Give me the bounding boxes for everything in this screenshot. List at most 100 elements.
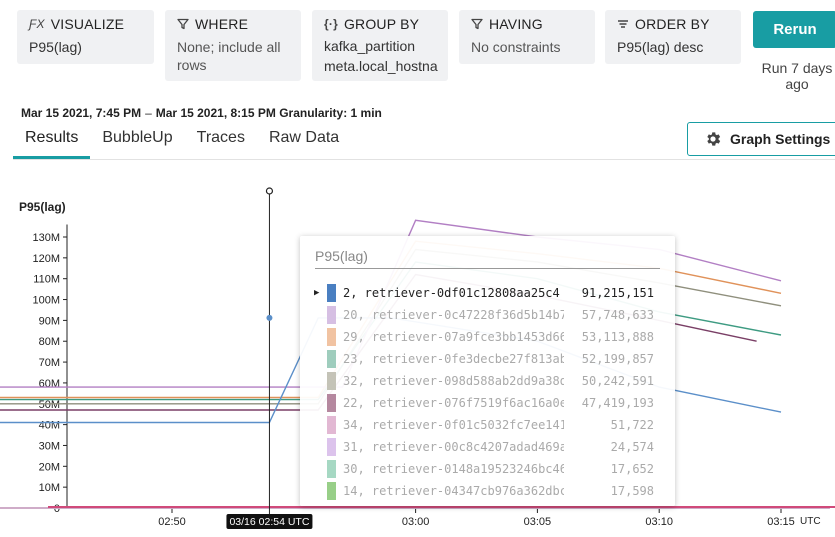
tooltip-series-label: 30, retriever-0148a19523246bc46	[343, 462, 564, 476]
function-icon: ƒx	[29, 17, 45, 31]
x-tick-label: 03:10	[645, 516, 673, 528]
visualize-value: P95(lag)	[29, 39, 82, 55]
y-tick-label: 50M	[39, 399, 60, 411]
having-header: HAVING	[471, 16, 585, 32]
chart-tooltip: P95(lag) ▶ 2, retriever-0df01c12808aa25c4…	[300, 236, 675, 506]
sort-icon	[618, 20, 628, 28]
time-range-separator: –	[145, 106, 152, 120]
rerun-button[interactable]: Rerun	[753, 11, 835, 48]
group-by-header: {·} GROUP BY	[324, 16, 438, 32]
tooltip-series-value: 17,652	[610, 462, 654, 476]
series-swatch	[327, 328, 336, 346]
series-swatch	[327, 350, 336, 368]
tooltip-series-label: 22, retriever-076f7519f6ac16a0e	[343, 396, 564, 410]
tooltip-divider	[315, 268, 660, 269]
tooltip-series-label: 34, retriever-0f01c5032fc7ee141	[343, 418, 564, 432]
gear-icon	[707, 132, 721, 146]
filter-icon	[471, 18, 483, 30]
filter-icon	[177, 18, 189, 30]
where-title: WHERE	[195, 16, 249, 32]
tooltip-row: ▶ 2, retriever-0df01c12808aa25c4 91,215,15…	[314, 282, 654, 304]
having-title: HAVING	[489, 16, 543, 32]
tooltip-series-value: 53,113,888	[581, 330, 654, 344]
visualize-header: ƒx VISUALIZE	[29, 16, 144, 32]
having-value: No constraints	[471, 39, 561, 55]
x-axis-unit: UTC	[800, 516, 821, 527]
tooltip-series-value: 51,722	[610, 418, 654, 432]
tab-raw-data[interactable]: Raw Data	[268, 129, 340, 146]
group-by-title: GROUP BY	[343, 16, 420, 32]
y-tick-label: 10M	[39, 482, 60, 494]
x-tick-label: 02:50	[158, 516, 186, 528]
time-range-end: Mar 15 2021, 8:15 PM	[155, 106, 276, 120]
tooltip-series-value: 47,419,193	[581, 396, 654, 410]
order-by-title: ORDER BY	[635, 16, 710, 32]
tooltip-series-value: 24,574	[610, 440, 654, 454]
y-tick-label: 30M	[39, 440, 60, 452]
y-tick-label: 0	[54, 503, 60, 515]
tooltip-series-value: 52,199,857	[581, 352, 654, 366]
y-axis-title: P95(lag)	[19, 200, 66, 214]
x-tick-label: 03:00	[402, 516, 430, 528]
tab-results[interactable]: Results	[13, 120, 91, 159]
y-tick-label: 60M	[39, 378, 60, 390]
x-tick-label: 03:15	[767, 516, 795, 528]
y-tick-label: 120M	[32, 253, 60, 265]
tooltip-row: 32, retriever-098d588ab2dd9a38d 50,242,59…	[314, 370, 654, 392]
time-range: Mar 15 2021, 7:45 PM – Mar 15 2021, 8:15 P…	[21, 106, 382, 120]
y-tick-label: 130M	[32, 232, 60, 244]
tooltip-series-label: 29, retriever-07a9fce3bb1453d66	[343, 330, 564, 344]
tab-divider	[13, 159, 835, 160]
y-tick-label: 80M	[39, 336, 60, 348]
order-by-clause[interactable]: ORDER BY P95(lag) desc	[605, 10, 741, 64]
tooltip-row: 34, retriever-0f01c5032fc7ee141 51,722	[314, 414, 654, 436]
tooltip-series-value: 57,748,633	[581, 308, 654, 322]
tooltip-row: 30, retriever-0148a19523246bc46 17,652	[314, 458, 654, 480]
tooltip-series-label: 2, retriever-0df01c12808aa25c4	[343, 286, 560, 300]
tooltip-row: 20, retriever-0c47228f36d5b14b7 57,748,63…	[314, 304, 654, 326]
series-swatch	[327, 460, 336, 478]
cursor-label: 03/16 02:54 UTC	[229, 516, 309, 528]
tooltip-row: 31, retriever-00c8c4207adad469a 24,574	[314, 436, 654, 458]
cursor-handle-icon	[265, 187, 274, 195]
tooltip-series-label: 14, retriever-04347cb976a362dbc	[343, 484, 564, 498]
tooltip-row: 14, retriever-04347cb976a362dbc 17,598	[314, 480, 654, 502]
order-by-header: ORDER BY	[617, 16, 731, 32]
group-by-value-2: meta.local_hostna	[324, 58, 438, 74]
granularity: Granularity: 1 min	[279, 106, 382, 120]
where-header: WHERE	[177, 16, 291, 32]
tooltip-row: 23, retriever-0fe3decbe27f813ab 52,199,85…	[314, 348, 654, 370]
having-clause[interactable]: HAVING No constraints	[459, 10, 595, 64]
y-tick-label: 70M	[39, 357, 60, 369]
y-tick-label: 110M	[33, 274, 60, 286]
tooltip-series-label: 23, retriever-0fe3decbe27f813ab	[343, 352, 564, 366]
visualize-title: VISUALIZE	[50, 16, 125, 32]
cursor-label-bg	[226, 514, 313, 529]
y-tick-label: 40M	[39, 420, 60, 432]
y-tick-label: 20M	[39, 461, 60, 473]
tooltip-series-value: 50,242,591	[581, 374, 654, 388]
series-swatch	[327, 482, 336, 500]
tooltip-series-value: 17,598	[610, 484, 654, 498]
pointer-arrow-icon: ▶	[314, 288, 320, 298]
series-swatch	[327, 372, 336, 390]
group-by-clause[interactable]: {·} GROUP BY kafka_partition meta.local_…	[312, 10, 448, 81]
series-swatch	[327, 438, 336, 456]
tab-bubbleup[interactable]: BubbleUp	[102, 129, 173, 146]
visualize-clause[interactable]: ƒx VISUALIZE P95(lag)	[17, 10, 154, 64]
tooltip-row: 29, retriever-07a9fce3bb1453d66 53,113,88…	[314, 326, 654, 348]
where-clause[interactable]: WHERE None; include all rows	[165, 10, 301, 81]
series-swatch	[327, 306, 336, 324]
tooltip-series-label: 31, retriever-00c8c4207adad469a	[343, 440, 564, 454]
series-swatch	[327, 394, 336, 412]
where-value: None; include all rows	[177, 39, 281, 73]
run-ago-text: Run 7 days ago	[761, 60, 833, 92]
order-by-value: P95(lag) desc	[617, 39, 704, 55]
tooltip-series-label: 20, retriever-0c47228f36d5b14b7	[343, 308, 564, 322]
tooltip-series-label: 32, retriever-098d588ab2dd9a38d	[343, 374, 564, 388]
graph-settings-button[interactable]: Graph Settings	[687, 122, 835, 156]
y-tick-label: 90M	[39, 315, 60, 327]
time-range-start: Mar 15 2021, 7:45 PM	[21, 106, 142, 120]
tab-traces[interactable]: Traces	[196, 129, 245, 146]
graph-settings-label: Graph Settings	[730, 131, 831, 147]
